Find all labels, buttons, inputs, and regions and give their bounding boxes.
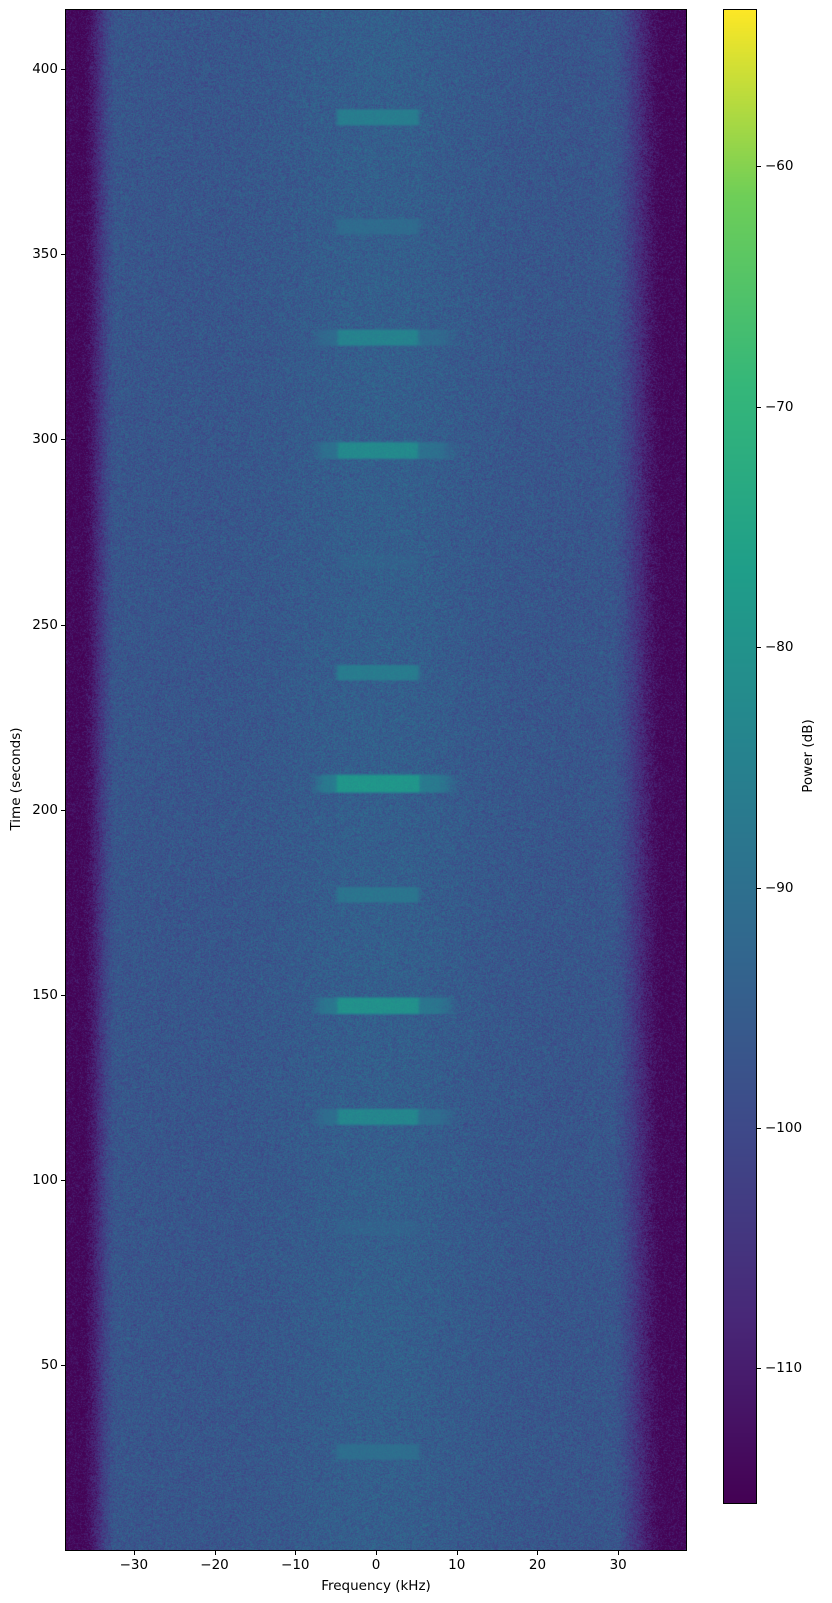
colorbar-tick-label: −110: [765, 1360, 803, 1377]
y-tick-label: 200: [32, 801, 58, 818]
colorbar-tick-label: −70: [765, 398, 794, 415]
colorbar-canvas: [724, 10, 756, 1503]
x-tick-label: 0: [371, 1557, 381, 1573]
y-tick-label: 400: [32, 61, 58, 78]
colorbar-tick-mark: [757, 647, 761, 649]
x-tick-mark: [295, 1551, 297, 1555]
colorbar-tick-mark: [757, 887, 761, 889]
x-tick-label: 10: [448, 1557, 466, 1573]
x-tick-label: 20: [528, 1557, 547, 1573]
x-tick-mark: [456, 1551, 458, 1555]
y-tick-mark: [61, 1179, 65, 1181]
y-tick-label: 300: [32, 431, 58, 448]
x-tick-label: −10: [281, 1557, 310, 1573]
x-tick-mark: [133, 1551, 135, 1555]
x-tick-mark: [537, 1551, 539, 1555]
x-tick-label: −30: [119, 1557, 149, 1573]
y-tick-mark: [61, 439, 65, 441]
y-tick-mark: [61, 69, 65, 71]
x-tick-label: 30: [609, 1557, 627, 1573]
y-tick-label: 150: [32, 986, 58, 1003]
y-tick-mark: [61, 809, 65, 811]
colorbar-tick-mark: [757, 406, 761, 408]
colorbar-tick-mark: [757, 1127, 761, 1129]
colorbar-tick-mark: [757, 1368, 761, 1370]
colorbar-tick-label: −60: [765, 158, 794, 175]
y-tick-mark: [61, 1364, 65, 1366]
colorbar-tick-label: −90: [765, 879, 794, 896]
colorbar-tick-mark: [757, 166, 761, 168]
colorbar-tick-label: −80: [765, 639, 794, 656]
plot-area: [65, 9, 687, 1551]
x-tick-mark: [376, 1551, 377, 1555]
x-tick-label: −20: [200, 1557, 229, 1573]
y-tick-label: 250: [32, 616, 58, 633]
y-tick-label: 50: [40, 1356, 58, 1373]
y-tick-label: 100: [32, 1171, 58, 1188]
spectrogram-canvas: [66, 10, 686, 1550]
colorbar-tick-label: −100: [765, 1119, 803, 1136]
y-tick-label: 350: [32, 246, 58, 263]
y-tick-mark: [61, 624, 65, 626]
x-tick-mark: [618, 1551, 620, 1555]
x-tick-mark: [214, 1551, 216, 1555]
y-tick-mark: [61, 254, 65, 256]
colorbar-label: Power (dB): [800, 719, 816, 793]
x-axis-label: Frequency (kHz): [321, 1578, 431, 1594]
y-tick-mark: [61, 994, 65, 996]
colorbar: [723, 9, 757, 1504]
